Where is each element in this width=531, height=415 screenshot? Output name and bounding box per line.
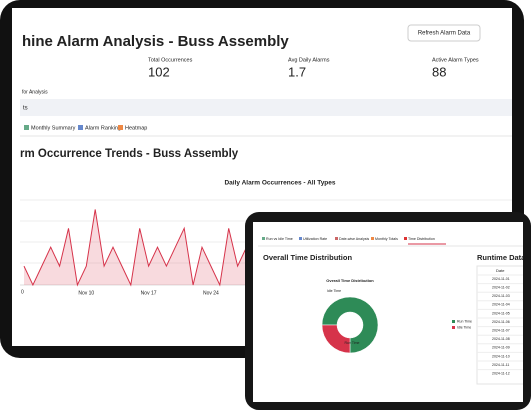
title: hine Alarm Analysis - Buss Assembly — [22, 33, 289, 50]
x-tick-label: Nov 24 — [203, 290, 219, 296]
cell: 2024-11-11 — [492, 363, 509, 367]
slice-label: Run Time — [345, 341, 360, 345]
metric-label: Active Alarm Types — [432, 57, 479, 63]
cell: 2024-11-05 — [492, 311, 510, 315]
filter-value: ts — [23, 106, 28, 112]
tab-icon — [404, 237, 407, 240]
legend-swatch — [452, 326, 455, 329]
tab[interactable]: Time Distribution — [408, 237, 435, 241]
x-tick-label: Nov 10 — [78, 290, 94, 296]
tab-icon — [299, 237, 302, 240]
cell: 2024-11-01 — [492, 277, 510, 281]
button-label: Refresh Alarm Data — [418, 31, 471, 37]
tab[interactable]: Heatmap — [125, 125, 147, 131]
tab-icon — [118, 125, 123, 130]
tab[interactable]: Utilization Rate — [303, 237, 327, 241]
x-tick-label: Nov 17 — [141, 290, 157, 296]
tab-icon — [24, 125, 29, 130]
legend-label: Idle Time — [457, 325, 471, 329]
cell: 2024-11-06 — [492, 320, 510, 324]
tablet-content: Overall Time Distribution Runtime Data O… — [258, 237, 526, 385]
cell: 2024-11-10 — [492, 354, 510, 358]
tab[interactable]: Alarm Ranking — [85, 125, 121, 131]
slice-label: Idle Time — [327, 289, 341, 293]
metric-label: Total Occurrences — [148, 57, 193, 63]
tab-icon — [371, 237, 374, 240]
refresh-button[interactable] — [407, 24, 481, 42]
cell: 2024-11-12 — [492, 372, 510, 376]
metric-value: 1.7 — [288, 64, 306, 79]
cell: 2024-11-02 — [492, 286, 510, 290]
tab[interactable]: Monthly Totals — [375, 237, 398, 241]
heading: Overall Time Distribution — [263, 253, 352, 262]
y-tick-label: 0 — [21, 289, 24, 295]
legend-swatch — [452, 320, 455, 323]
tab-icon — [335, 237, 338, 240]
slice — [321, 296, 379, 354]
table — [476, 265, 523, 385]
filter-label: for Analysis — [22, 89, 48, 95]
filter-box[interactable] — [20, 99, 512, 116]
legend-label: Run Time — [457, 319, 472, 323]
metric-value: 102 — [148, 64, 170, 79]
cell: 2024-11-08 — [492, 337, 510, 341]
metric-label: Avg Daily Alarms — [288, 57, 330, 63]
cell: 2024-11-07 — [492, 329, 510, 333]
laptop-content: hine Alarm Analysis - Buss Assembly Refr… — [20, 24, 512, 296]
cell: 2024-11-04 — [492, 303, 510, 307]
side-heading: Runtime Data — [477, 253, 526, 262]
slice — [321, 324, 351, 354]
pie-title: Overall Time Distribution — [326, 278, 374, 283]
chart-title: Daily Alarm Occurrences - All Types — [224, 180, 335, 187]
table-header: Date — [496, 268, 505, 273]
tab-icon — [262, 237, 265, 240]
tab[interactable]: Monthly Summary — [31, 125, 76, 131]
cell: 2024-11-09 — [492, 346, 510, 350]
line — [23, 209, 247, 287]
tab[interactable]: Date-wise Analysis — [339, 237, 369, 241]
tab-icon — [78, 125, 83, 130]
metric-value: 88 — [432, 64, 446, 79]
section-title: rm Occurrence Trends - Buss Assembly — [20, 148, 239, 160]
cell: 2024-11-03 — [492, 294, 510, 298]
tab[interactable]: Run vs Idle Time — [266, 237, 293, 241]
